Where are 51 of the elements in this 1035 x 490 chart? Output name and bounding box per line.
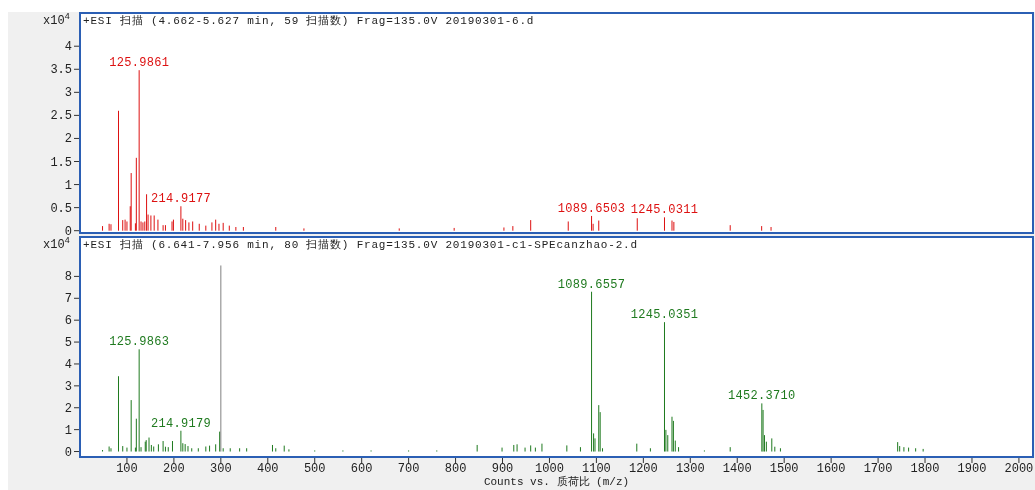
x-tick-label: 100 [116,462,138,476]
y-tick-label: 7 [64,292,72,307]
y-tick-label: 1 [64,178,72,193]
y-tick-label: 0.5 [50,201,72,216]
y-tick-label: 6 [64,314,72,329]
x-tick-label: 1300 [675,462,705,476]
y-tick-label: 2.5 [50,109,72,124]
chart-title: +ESI 扫描 (6.641-7.956 min, 80 扫描数) Frag=135.0V 20190301-c1-SPEcanzhao-2.d [83,239,638,251]
x-tick-label: 1400 [722,462,752,476]
y-tick-label: 0 [64,445,72,460]
x-tick-label: 600 [350,462,373,476]
y-tick-label: 3.5 [50,63,72,78]
x-tick-label: 900 [491,462,514,476]
y-axis-title: x10$^{4}$ [42,12,70,28]
x-tick-label: 1000 [535,462,564,476]
x-tick-label: 300 [210,462,232,476]
annotation: 1245.0351 [630,308,699,323]
x-tick-label: 1900 [957,462,987,476]
x-tick-label: 200 [163,462,185,476]
chart-title: +ESI 扫描 (4.662-5.627 min, 59 扫描数) Frag=135.0V 20190301-6.d [83,15,535,27]
x-tick-label: 800 [444,462,467,476]
annotation: 214.9179 [150,416,211,431]
y-tick-label: 4 [64,357,72,372]
x-tick-label: 2000 [1004,462,1034,476]
y-tick-label: 8 [64,270,72,285]
annotation: 1452.3710 [728,389,796,404]
y-tick-label: 5 [64,336,72,351]
annotation: 1245.0311 [630,203,699,218]
y-tick-label: 1.5 [50,155,72,170]
x-tick-label: 700 [397,462,420,476]
x-tick-label: 1500 [769,462,799,476]
x-tick-label: 400 [256,462,279,476]
x-axis-title: Counts vs. 质荷比 (m/z) [483,475,630,488]
x-tick-label: 1600 [816,462,846,476]
annotation: 214.9177 [150,192,211,207]
y-tick-label: 1 [64,423,72,438]
annotation: 125.9861 [109,56,170,71]
y-tick-label: 2 [64,401,72,416]
y-tick-label: 4 [64,40,72,55]
y-tick-label: 3 [64,86,72,101]
annotation: 125.9863 [109,335,170,350]
x-tick-label: 500 [303,462,326,476]
annotation: 1089.6557 [557,277,626,292]
y-axis-title: x10$^{4}$ [42,236,70,252]
annotation: 1089.6503 [557,201,626,216]
x-tick-label: 1700 [863,462,893,476]
x-tick-label: 1800 [910,462,940,476]
x-tick-label: 1200 [628,462,658,476]
y-tick-label: 2 [64,132,72,147]
x-tick-label: 1100 [582,462,611,476]
y-tick-label: 3 [64,379,72,394]
